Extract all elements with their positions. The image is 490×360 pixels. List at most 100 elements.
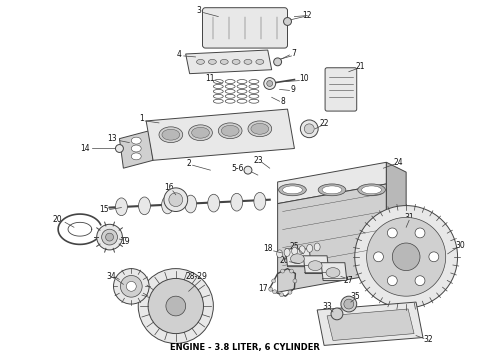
Polygon shape: [387, 162, 406, 282]
Circle shape: [367, 217, 446, 296]
Circle shape: [138, 269, 213, 343]
Ellipse shape: [116, 198, 127, 216]
Text: 32: 32: [423, 335, 433, 344]
Circle shape: [429, 252, 439, 262]
Ellipse shape: [208, 59, 216, 64]
Ellipse shape: [131, 153, 141, 160]
Polygon shape: [327, 309, 414, 341]
Circle shape: [269, 287, 272, 291]
Text: 7: 7: [291, 49, 296, 58]
Circle shape: [388, 228, 397, 238]
Circle shape: [126, 282, 136, 291]
Polygon shape: [120, 131, 153, 168]
Circle shape: [280, 293, 284, 297]
Ellipse shape: [254, 192, 266, 210]
Circle shape: [101, 229, 118, 245]
Text: 20: 20: [52, 215, 62, 224]
Ellipse shape: [307, 244, 313, 252]
Text: 24: 24: [393, 158, 403, 167]
Text: 21: 21: [356, 62, 366, 71]
Text: 19: 19: [121, 237, 130, 246]
Ellipse shape: [279, 184, 306, 196]
Ellipse shape: [292, 247, 297, 255]
Circle shape: [373, 252, 383, 262]
Ellipse shape: [314, 243, 320, 251]
Ellipse shape: [162, 129, 180, 140]
Text: 14: 14: [80, 144, 90, 153]
Polygon shape: [186, 50, 271, 74]
Text: 8: 8: [280, 97, 285, 106]
Circle shape: [267, 81, 272, 86]
Ellipse shape: [232, 59, 240, 64]
Text: 11: 11: [206, 74, 215, 83]
Circle shape: [284, 18, 292, 26]
Circle shape: [304, 124, 314, 134]
Ellipse shape: [318, 184, 346, 196]
Text: 25: 25: [290, 242, 299, 251]
Circle shape: [288, 290, 292, 294]
Circle shape: [272, 290, 277, 294]
Circle shape: [264, 78, 276, 89]
Circle shape: [114, 269, 149, 304]
Circle shape: [341, 296, 357, 312]
Circle shape: [300, 120, 318, 138]
Circle shape: [97, 224, 122, 250]
Ellipse shape: [244, 59, 252, 64]
Text: 4: 4: [176, 50, 181, 59]
Text: 33: 33: [322, 302, 332, 311]
Ellipse shape: [189, 125, 212, 141]
Text: 22: 22: [319, 120, 329, 129]
Text: 26: 26: [280, 256, 290, 265]
Ellipse shape: [192, 127, 209, 138]
Text: 16: 16: [164, 183, 173, 192]
Text: 5-6: 5-6: [232, 164, 245, 173]
Text: 35: 35: [351, 292, 361, 301]
Circle shape: [344, 299, 354, 309]
Polygon shape: [321, 263, 347, 280]
Polygon shape: [278, 162, 387, 204]
Ellipse shape: [196, 59, 204, 64]
Ellipse shape: [185, 195, 196, 213]
Circle shape: [164, 188, 188, 212]
Ellipse shape: [231, 193, 243, 211]
Ellipse shape: [220, 59, 228, 64]
Text: 18: 18: [263, 244, 272, 253]
Text: 2: 2: [186, 159, 191, 168]
Polygon shape: [146, 109, 294, 160]
Ellipse shape: [221, 125, 239, 136]
FancyBboxPatch shape: [325, 68, 357, 111]
Polygon shape: [303, 256, 329, 274]
Circle shape: [166, 296, 186, 316]
Polygon shape: [317, 302, 423, 345]
Text: 13: 13: [107, 134, 116, 143]
Ellipse shape: [277, 250, 283, 258]
Circle shape: [293, 279, 297, 283]
Ellipse shape: [291, 254, 304, 264]
Text: 1: 1: [139, 114, 144, 123]
Ellipse shape: [322, 186, 342, 194]
Ellipse shape: [131, 145, 141, 152]
Ellipse shape: [299, 246, 305, 254]
Circle shape: [331, 308, 343, 320]
Text: 23: 23: [253, 156, 263, 165]
Circle shape: [355, 206, 458, 308]
Polygon shape: [286, 249, 311, 267]
Ellipse shape: [283, 186, 302, 194]
Ellipse shape: [326, 267, 340, 278]
Circle shape: [148, 278, 203, 334]
Circle shape: [169, 193, 183, 207]
Ellipse shape: [248, 121, 271, 137]
Text: 30: 30: [456, 242, 466, 251]
Circle shape: [244, 166, 252, 174]
Ellipse shape: [362, 186, 381, 194]
Text: 17: 17: [258, 284, 268, 293]
Ellipse shape: [159, 127, 183, 143]
Text: ENGINE - 3.8 LITER, 6 CYLINDER: ENGINE - 3.8 LITER, 6 CYLINDER: [170, 343, 320, 352]
Ellipse shape: [256, 59, 264, 64]
Text: 15: 15: [99, 205, 108, 214]
Ellipse shape: [162, 196, 173, 214]
Text: 27: 27: [344, 276, 354, 285]
Circle shape: [274, 58, 282, 66]
Circle shape: [290, 269, 294, 273]
Ellipse shape: [131, 137, 141, 144]
